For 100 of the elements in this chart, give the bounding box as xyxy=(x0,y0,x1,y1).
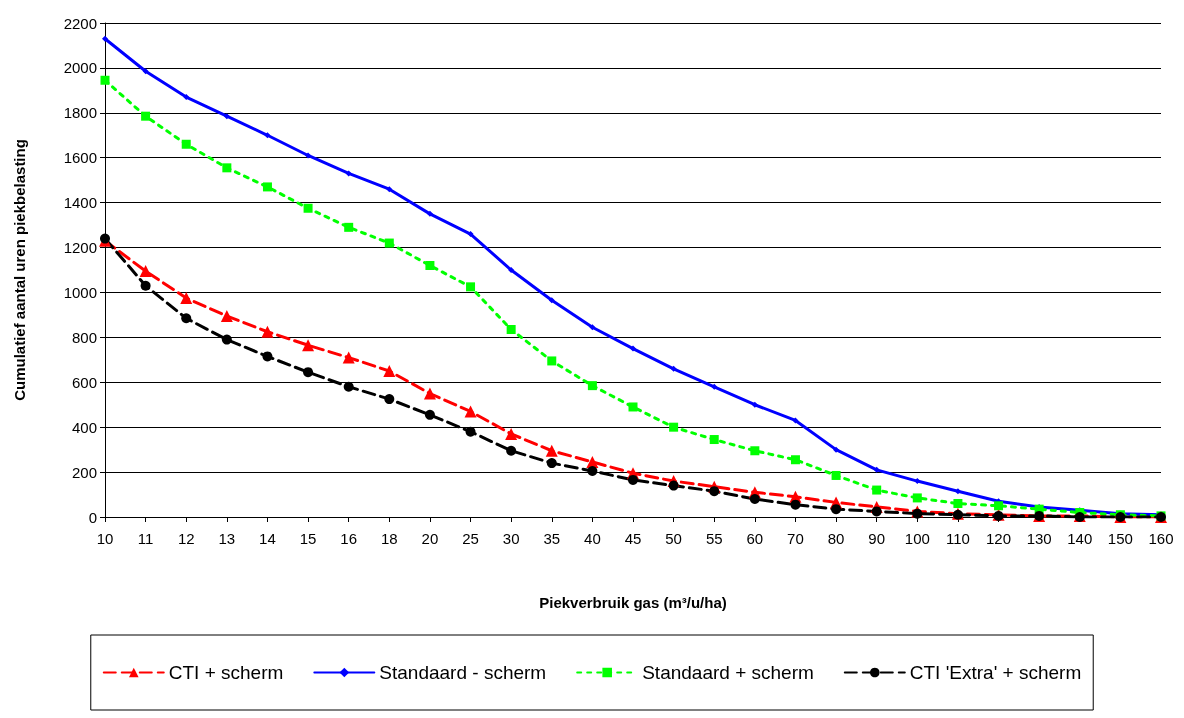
point xyxy=(140,280,151,291)
point xyxy=(425,261,435,271)
point xyxy=(547,356,557,366)
y-tick-label: 1400 xyxy=(63,194,97,212)
x-tick-label: 80 xyxy=(827,530,845,547)
y-tick-label: 200 xyxy=(71,463,97,481)
legend-label: CTI + scherm xyxy=(168,662,284,683)
point xyxy=(914,478,921,485)
point xyxy=(833,446,840,453)
point xyxy=(222,163,232,173)
point xyxy=(465,426,476,437)
point xyxy=(221,334,232,345)
point xyxy=(668,480,679,491)
legend-label: CTI 'Extra' + scherm xyxy=(909,662,1082,683)
point xyxy=(912,493,922,503)
point xyxy=(669,422,679,432)
x-tick-label: 25 xyxy=(462,530,479,547)
x-tick-label: 20 xyxy=(421,530,439,547)
y-tick-label: 1200 xyxy=(63,239,97,257)
point xyxy=(630,345,636,352)
x-axis-title: Piekverbruik gas (m³/u/ha) xyxy=(539,594,727,611)
point xyxy=(223,113,230,120)
point xyxy=(508,267,515,273)
point xyxy=(102,35,108,42)
point xyxy=(545,444,558,457)
x-tick-label: 150 xyxy=(1107,530,1133,547)
point xyxy=(464,405,477,418)
point xyxy=(343,381,354,392)
point xyxy=(709,486,720,497)
x-tick-label: 55 xyxy=(705,530,723,547)
x-tick-label: 45 xyxy=(624,530,642,547)
point xyxy=(831,470,841,480)
point xyxy=(587,381,597,391)
point xyxy=(790,499,801,510)
point xyxy=(750,446,760,456)
point xyxy=(587,465,598,476)
point xyxy=(264,132,271,139)
x-tick-label: 13 xyxy=(218,530,236,547)
point xyxy=(506,445,517,456)
point xyxy=(628,474,638,485)
x-tick-label: 160 xyxy=(1148,530,1174,547)
y-tick-label: 2200 xyxy=(63,14,97,32)
point xyxy=(220,310,233,323)
point xyxy=(873,466,880,473)
x-tick-label: 15 xyxy=(299,530,317,547)
y-tick-label: 0 xyxy=(88,508,97,526)
point xyxy=(994,501,1004,511)
legend-label: Standaard + scherm xyxy=(642,662,814,683)
point xyxy=(628,402,638,412)
point xyxy=(386,186,393,193)
point xyxy=(139,265,152,278)
point xyxy=(303,203,313,213)
point xyxy=(183,94,190,101)
y-tick-label: 400 xyxy=(71,418,97,436)
point xyxy=(466,282,476,292)
point xyxy=(384,238,394,248)
point xyxy=(711,383,718,390)
y-axis-title: Cumulatief aantal uren piekbelasting xyxy=(11,139,28,401)
point xyxy=(871,506,882,517)
point xyxy=(181,313,192,324)
point xyxy=(384,394,395,405)
point xyxy=(424,409,435,420)
point xyxy=(262,351,273,362)
y-tick-label: 2000 xyxy=(63,59,97,77)
x-tick-label: 12 xyxy=(177,530,195,547)
point xyxy=(141,111,151,121)
y-tick-label: 600 xyxy=(71,373,97,391)
x-tick-label: 30 xyxy=(502,530,520,547)
point xyxy=(423,387,436,400)
x-tick-label: 70 xyxy=(787,530,804,547)
point xyxy=(505,427,518,440)
point xyxy=(467,231,474,238)
y-tick-label: 1800 xyxy=(63,104,97,122)
x-tick-label: 16 xyxy=(340,530,358,547)
point xyxy=(142,68,149,75)
x-tick-label: 140 xyxy=(1067,530,1093,547)
point xyxy=(792,417,799,424)
x-tick-label: 40 xyxy=(584,530,601,547)
x-tick-label: 18 xyxy=(380,530,398,547)
x-tick-label: 100 xyxy=(904,530,930,547)
point xyxy=(342,351,355,364)
y-tick-label: 800 xyxy=(71,328,97,346)
x-tick-label: 110 xyxy=(945,530,970,547)
x-tick-label: 60 xyxy=(746,530,764,547)
point xyxy=(261,325,274,338)
point xyxy=(506,325,516,334)
y-tick-label: 1600 xyxy=(63,149,97,167)
point xyxy=(953,499,963,509)
x-tick-label: 14 xyxy=(259,530,276,547)
point xyxy=(100,75,110,85)
point xyxy=(262,182,272,192)
legend-label: Standaard - scherm xyxy=(379,662,547,683)
point xyxy=(546,458,557,469)
point xyxy=(709,435,719,445)
y-tick-label: 1000 xyxy=(63,283,97,301)
point xyxy=(305,152,312,159)
point xyxy=(872,485,882,495)
point xyxy=(831,504,842,515)
point xyxy=(749,494,760,505)
x-tick-label: 130 xyxy=(1026,530,1052,547)
